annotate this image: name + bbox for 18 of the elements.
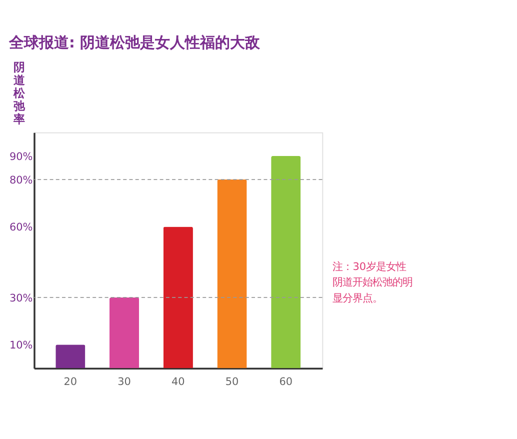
x-tick-label: 30 [118,376,131,388]
x-tick-label: 40 [171,376,185,388]
y-tick-label: 10% [9,340,33,352]
bar [271,156,301,368]
bar [109,297,140,368]
bar [217,180,247,368]
text: 注：30岁是女性阴道开始松弛的明显分界点。 [332,260,413,304]
x-tick-label: 50 [225,376,239,388]
x-tick-label: 20 [64,376,78,388]
y-axis-title: 阴道松弛率 [12,60,26,126]
x-tick-label: 60 [279,376,293,388]
y-tick-label: 80% [9,174,33,186]
y-tick-label: 30% [9,292,33,304]
chart-title: 全球报道: 阴道松弛是女人性福的大敌 [8,34,262,52]
bar [56,344,86,368]
bar [163,226,193,368]
y-tick-label: 90% [9,150,33,163]
y-tick-label: 60% [9,222,33,234]
